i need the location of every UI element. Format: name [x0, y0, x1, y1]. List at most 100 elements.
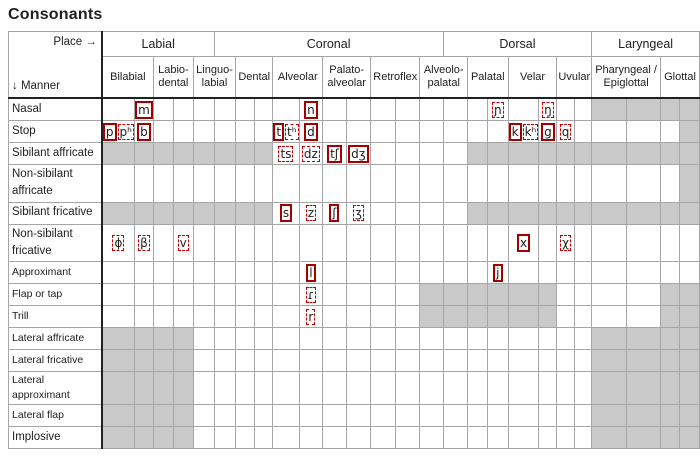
consonant-cell [370, 261, 396, 284]
consonant-cell: ʒ [345, 201, 372, 225]
consonant-cell [322, 327, 347, 350]
ipa-symbol-t[interactable]: t [273, 122, 285, 141]
consonant-cell [172, 305, 194, 328]
consonant-cell [272, 164, 300, 203]
blocked-cell [660, 404, 681, 428]
ipa-symbol-ts[interactable]: ts [278, 145, 294, 162]
manner-row: Lateral fricative [7, 349, 700, 372]
ipa-symbol-d[interactable]: d [304, 122, 318, 141]
blocked-cell [556, 142, 575, 165]
consonant-cell [507, 426, 540, 450]
blocked-cell [507, 283, 540, 306]
ipa-symbol-x[interactable]: x [516, 233, 531, 252]
consonant-cell [192, 305, 215, 328]
consonant-cell [345, 120, 372, 143]
consonant-cell [133, 261, 154, 284]
ipa-symbol-dz[interactable]: dz [301, 145, 320, 162]
consonant-cell [152, 120, 174, 143]
consonant-cell [192, 426, 215, 450]
consonant-cell [213, 261, 237, 284]
blocked-cell [133, 370, 154, 406]
ipa-symbol-k[interactable]: k [508, 122, 522, 141]
ipa-symbol-q[interactable]: q [559, 123, 572, 140]
blocked-cell [172, 404, 194, 428]
consonant-cell [487, 327, 509, 350]
consonant-cell [573, 120, 593, 143]
blocked-cell [253, 201, 274, 225]
consonant-cell [253, 223, 274, 262]
manner-row-label: Lateral flap [7, 404, 103, 428]
consonant-cell [442, 426, 468, 450]
blocked-cell [172, 201, 194, 225]
consonant-cell: β [133, 223, 154, 262]
ipa-symbol-β[interactable]: β [138, 234, 150, 251]
ipa-symbol-ɸ[interactable]: ɸ [112, 234, 125, 251]
consonant-cell [253, 370, 274, 406]
ipa-symbol-kʰ[interactable]: kʰ [522, 123, 539, 140]
consonant-cell [172, 120, 194, 143]
ipa-symbol-v[interactable]: v [177, 234, 189, 251]
blocked-cell [679, 426, 700, 450]
blocked-cell [625, 327, 662, 350]
consonant-cell [133, 305, 154, 328]
consonant-cell [556, 370, 575, 406]
consonant-cell [235, 305, 255, 328]
consonant-cell [679, 261, 700, 284]
blocked-cell [235, 201, 255, 225]
ipa-symbol-ʃ[interactable]: ʃ [329, 204, 340, 222]
ipa-symbol-z[interactable]: z [305, 205, 317, 221]
consonant-cell: tʃ [322, 142, 347, 165]
ipa-symbol-r[interactable]: r [306, 308, 316, 325]
blocked-cell [591, 327, 627, 350]
consonant-cell [625, 283, 662, 306]
consonant-cell [466, 120, 489, 143]
consonant-cell [213, 426, 237, 450]
consonant-cell [394, 261, 421, 284]
ipa-symbol-ɾ[interactable]: ɾ [305, 286, 317, 303]
consonant-cell: z [298, 201, 324, 225]
blocked-cell [679, 349, 700, 372]
manner-row: Non-sibilant fricative ɸ β v x χ [7, 223, 700, 262]
consonant-cell [370, 201, 396, 225]
manner-row-label: Nasal [7, 97, 103, 121]
ipa-symbol-χ[interactable]: χ [560, 234, 572, 251]
consonant-cell [538, 404, 558, 428]
consonant-cell [442, 349, 468, 372]
ipa-symbol-m[interactable]: m [135, 100, 153, 119]
consonant-cell [419, 349, 444, 372]
blocked-cell [152, 404, 174, 428]
consonant-cell [625, 223, 662, 262]
ipa-symbol-n[interactable]: n [304, 100, 318, 119]
ipa-symbol-g[interactable]: g [541, 122, 555, 141]
ipa-symbol-l[interactable]: l [306, 263, 316, 282]
consonant-cell: ɲ [487, 97, 509, 121]
manner-row-label: Stop [7, 120, 103, 143]
consonant-cell [466, 97, 489, 121]
consonant-cell [213, 283, 237, 306]
ipa-symbol-ʒ[interactable]: ʒ [352, 205, 364, 221]
ipa-symbol-pʰ[interactable]: pʰ [117, 123, 134, 140]
ipa-symbol-s[interactable]: s [279, 204, 293, 222]
ipa-symbol-b[interactable]: b [137, 122, 151, 141]
consonant-cell [487, 349, 509, 372]
blocked-cell [591, 142, 627, 165]
ipa-symbol-j[interactable]: j [493, 263, 503, 282]
blocked-cell [625, 201, 662, 225]
consonant-cell [253, 261, 274, 284]
consonant-cell [253, 97, 274, 121]
consonant-cell [442, 261, 468, 284]
ipa-symbol-tʰ[interactable]: tʰ [285, 123, 299, 140]
consonant-cell: x [507, 223, 540, 262]
blocked-cell [625, 97, 662, 121]
ipa-symbol-ŋ[interactable]: ŋ [542, 101, 554, 118]
ipa-symbol-dʒ[interactable]: dʒ [348, 144, 369, 163]
consonant-cell [442, 404, 468, 428]
ipa-symbol-ɲ[interactable]: ɲ [491, 101, 504, 118]
consonant-cell: p pʰ [101, 120, 135, 143]
consonant-cell [253, 327, 274, 350]
consonant-cell: ɸ [101, 223, 135, 262]
ipa-symbol-tʃ[interactable]: tʃ [327, 144, 342, 163]
ipa-symbol-p[interactable]: p [102, 122, 117, 141]
blocked-cell [172, 142, 194, 165]
consonant-cell [298, 349, 324, 372]
